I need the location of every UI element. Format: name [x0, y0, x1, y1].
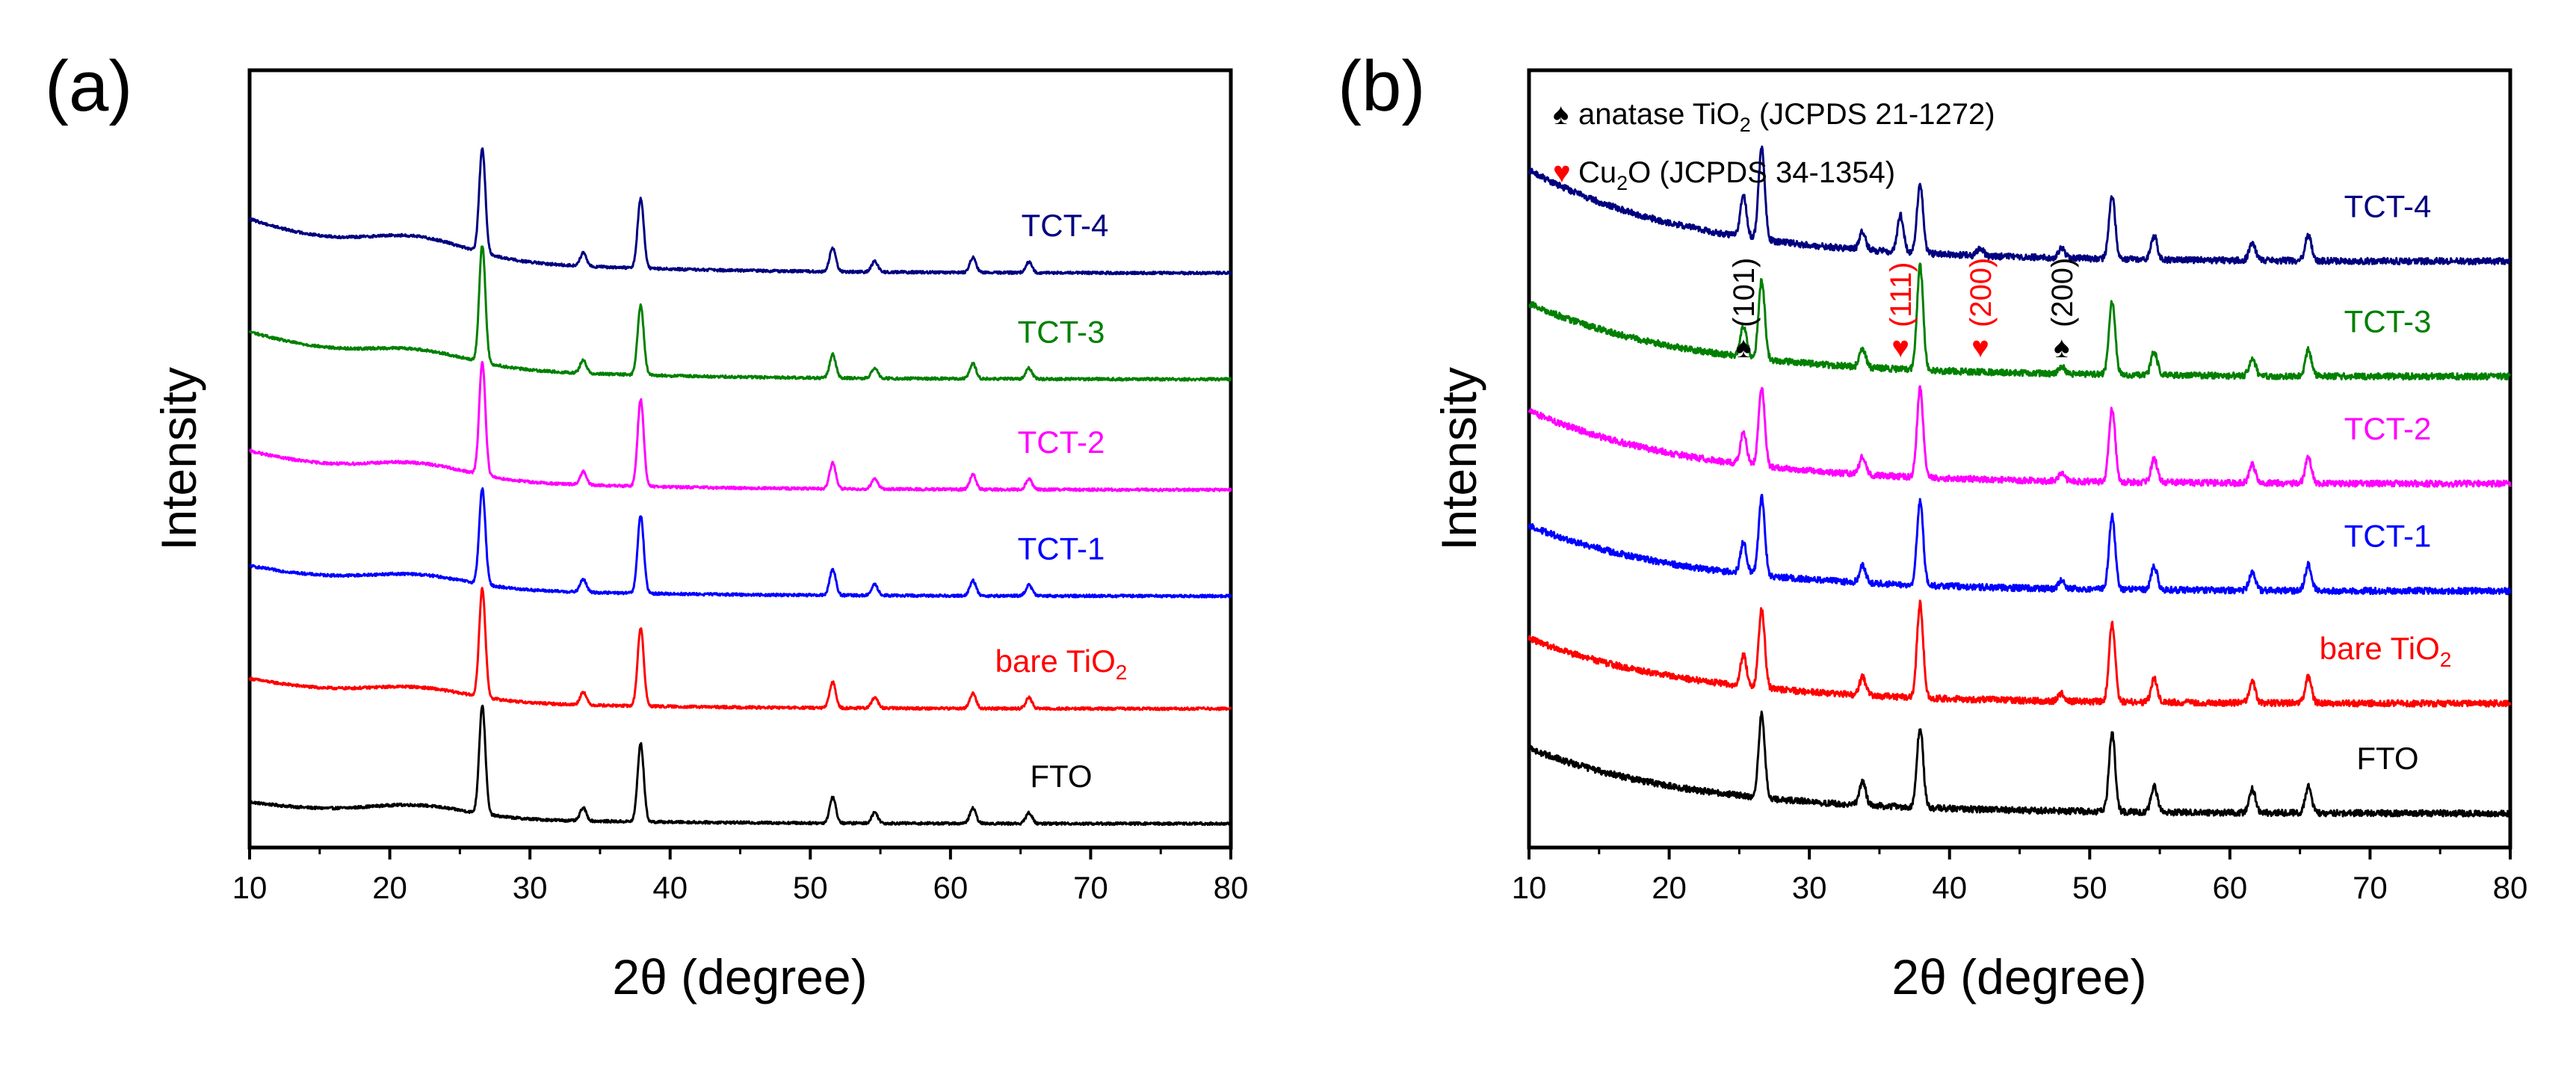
panel-b-series-tct-3: [1528, 262, 2512, 381]
panel-b-label-tct-3: TCT-3: [2344, 304, 2432, 339]
panel-b-series-labels: FTO bare TiO2 TCT-1 TCT-2 TCT-3 TCT-4: [2320, 189, 2452, 777]
panel-b-annotation-200-2: (200): [1965, 258, 1998, 327]
panel-a-label: (a): [45, 46, 132, 126]
panel-a-series-fto: [248, 704, 1232, 827]
panel-a-x-axis-label: 2θ (degree): [612, 949, 867, 1004]
panel-b-tick-label-60: 60: [2212, 870, 2247, 905]
panel-b-label: (b): [1338, 46, 1425, 126]
panel-b-annotation-symbol-0: ♠: [1735, 331, 1751, 364]
panel-a-label-tct-3: TCT-3: [1018, 314, 1105, 349]
panel-a-series-tct-4: [248, 147, 1232, 276]
panel-a-series-labels: FTO bare TiO2 TCT-1 TCT-2 TCT-3 TCT-4: [995, 208, 1128, 794]
panel-b-label-tct-1: TCT-1: [2344, 519, 2432, 554]
panel-a-label-tct-1: TCT-1: [1018, 531, 1105, 566]
panel-b-annotation-symbol-3: ♠: [2054, 331, 2069, 364]
panel-a-curves: [248, 147, 1232, 827]
panel-b-legend-symbol-0: ♠: [1553, 98, 1569, 131]
panel-a-x-ticks: 10 20 30 40 50 60 70 80: [232, 848, 1249, 905]
panel-b-x-axis-label: 2θ (degree): [1891, 949, 2146, 1004]
panel-b-tick-label-50: 50: [2072, 870, 2107, 905]
panel-b-tick-label-20: 20: [1652, 870, 1687, 905]
panel-b-annotation-symbol-2: ♥: [1971, 331, 1989, 364]
panel-a-series-bare-tio2: [248, 587, 1232, 712]
panel-a-series-tct-3: [248, 245, 1232, 382]
panel-b-y-axis-label: Intensity: [1431, 367, 1486, 551]
panel-a-label-tct-4: TCT-4: [1022, 208, 1109, 243]
panel-a-label-fto: FTO: [1030, 759, 1092, 794]
panel-a-tick-label-20: 20: [372, 870, 407, 905]
panel-a-tick-label-10: 10: [232, 870, 268, 905]
panel-a-tick-label-80: 80: [1214, 870, 1249, 905]
panel-b-annotation-111-1: (111): [1885, 262, 1918, 327]
panel-b-tick-label-70: 70: [2353, 870, 2388, 905]
panel-b-annotation-symbol-1: ♥: [1891, 331, 1909, 364]
panel-b-tick-label-10: 10: [1512, 870, 1547, 905]
panel-a-tick-label-60: 60: [933, 870, 968, 905]
panel-b-series-tct-1: [1528, 493, 2512, 596]
panel-a-tick-label-50: 50: [793, 870, 828, 905]
panel-a-series-tct-1: [249, 487, 1232, 599]
panel-b-tick-label-80: 80: [2493, 870, 2528, 905]
panel-a-tick-label-30: 30: [513, 870, 548, 905]
panel-a: (a) FTO bare TiO2 TCT-1 TCT-2 TCT-3 TCT-4 10 2…: [45, 46, 1248, 1004]
panel-a-series-tct-2: [248, 360, 1232, 493]
panel-b-peak-annotations: ♠ (101) ♥ (111) ♥ (200) ♠ (200): [1728, 258, 2079, 364]
panel-a-tick-label-40: 40: [652, 870, 688, 905]
panel-b-label-tct-2: TCT-2: [2344, 411, 2432, 446]
panel-b-series-bare-tio2: [1528, 599, 2512, 708]
panel-b-legend-entry-0: anatase TiO2 (JCPDS 21-1272): [1578, 98, 1995, 136]
panel-b-curves: [1528, 145, 2512, 818]
panel-a-label-tct-2: TCT-2: [1018, 425, 1105, 460]
panel-b-legend-entry-1: Cu2O (JCPDS 34-1354): [1578, 156, 1895, 194]
panel-a-y-axis-label: Intensity: [151, 367, 206, 551]
panel-b-annotation-200-3: (200): [2046, 258, 2079, 327]
panel-b-label-tct-4: TCT-4: [2344, 189, 2432, 224]
panel-a-tick-label-70: 70: [1073, 870, 1108, 905]
panel-a-label-bare-tio2: bare TiO2: [995, 644, 1128, 684]
panel-b-series-tct-2: [1528, 385, 2512, 488]
panel-b-series-tct-4: [1528, 145, 2511, 266]
panel-b: (b) FTO bare TiO2 TCT-1 TCT-2 TCT-3 TCT-4 ♠ (1…: [1338, 46, 2527, 1004]
panel-b-legend: ♠ anatase TiO2 (JCPDS 21-1272)♥ Cu2O (JCPD…: [1553, 98, 1995, 194]
panel-b-tick-label-40: 40: [1932, 870, 1967, 905]
panel-b-label-bare-tio2: bare TiO2: [2320, 631, 2452, 671]
panel-b-legend-symbol-1: ♥: [1553, 156, 1571, 189]
panel-b-series-fto: [1528, 710, 2512, 818]
panel-b-tick-label-30: 30: [1792, 870, 1827, 905]
panel-b-annotation-101-0: (101): [1728, 258, 1761, 327]
panel-b-label-fto: FTO: [2356, 741, 2418, 776]
panel-b-x-ticks: 10 20 30 40 50 60 70 80: [1512, 848, 2528, 905]
